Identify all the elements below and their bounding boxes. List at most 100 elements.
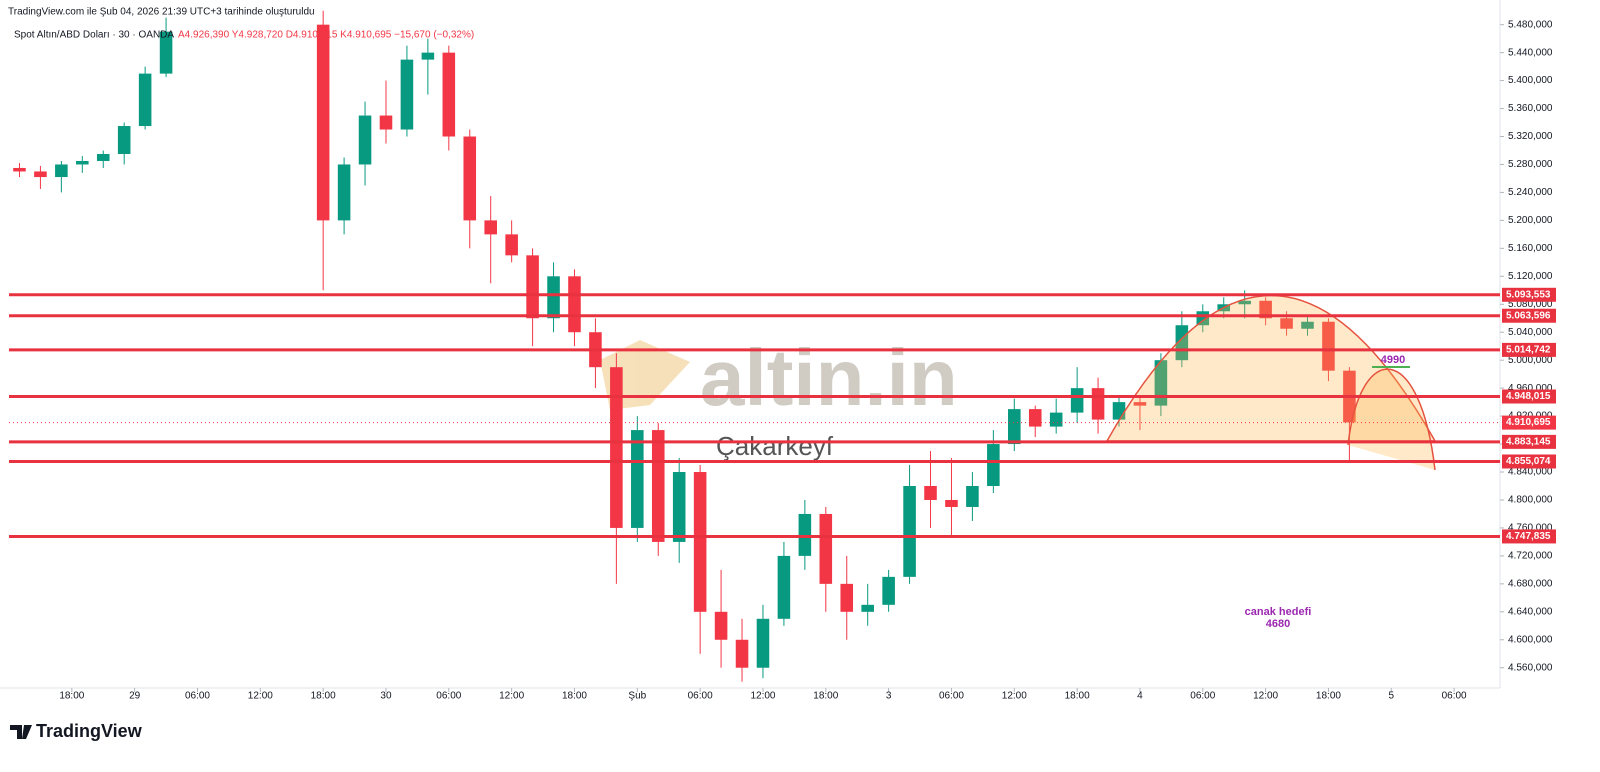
y-tick-label: 5.200,000 [1508,215,1553,226]
candle-body [1028,409,1042,427]
candle-body [861,604,874,612]
symbol: Spot Altın/ABD Doları · 30 · OANDA [14,30,174,41]
x-tick-label: 12:00 [1253,691,1278,702]
x-tick-label: 06:00 [436,691,461,702]
level-label: 5.093,553 [1506,289,1551,300]
watermark-text: altin.in [700,333,958,422]
x-tick-label: 12:00 [1002,691,1027,702]
last-price-label: 4.910,695 [1506,417,1551,428]
level-label-box [1502,342,1556,357]
x-tick-label: 5 [1389,691,1395,702]
candle-body [96,153,110,161]
y-tick-label: 4.800,000 [1508,495,1553,506]
candle-body [568,276,581,333]
candle-body [987,444,1000,486]
y-tick-label: 4.680,000 [1508,578,1553,589]
brand: TradingView [36,721,143,741]
candle-body [76,160,89,165]
x-tick-label: 18:00 [1316,691,1341,702]
arc-label: 4990 [1381,354,1405,366]
y-tick-label: 5.480,000 [1508,19,1553,30]
candle-body [735,639,749,668]
level-label: 5.063,596 [1506,310,1551,321]
level-label-box [1502,308,1556,323]
candle-body [1133,402,1147,406]
x-tick-label: 12:00 [499,691,524,702]
candle-body [379,115,393,130]
candle-body [442,52,456,137]
y-tick-label: 4.560,000 [1508,662,1553,673]
y-tick-label: 5.320,000 [1508,131,1553,142]
x-tick-label: 18:00 [562,691,587,702]
level-label: 4.948,015 [1506,391,1551,402]
candle-body [882,576,895,605]
level-label-box [1502,434,1556,449]
candle-body [13,167,26,172]
y-tick-label: 5.040,000 [1508,327,1553,338]
candle-body [358,115,372,165]
level-label-box [1502,389,1556,404]
candle-body [1259,300,1272,319]
candle-body [1070,388,1084,413]
last-price-box [1502,415,1556,430]
y-tick-label: 5.120,000 [1508,271,1553,282]
level-label: 4.883,145 [1506,437,1551,448]
y-tick-label: 4.600,000 [1508,634,1553,645]
x-tick-label: 29 [129,691,141,702]
y-tick-label: 4.720,000 [1508,551,1553,562]
candle-body [798,513,812,556]
target-label: canak hedefi [1245,606,1312,618]
candle-body [1280,318,1293,329]
level-label-box [1502,287,1556,302]
candle-body [631,430,644,528]
x-tick-label: 06:00 [688,691,713,702]
plot [13,10,1356,682]
candle-body [1238,300,1251,305]
candle-body [1154,360,1168,406]
candle-body [840,583,854,612]
y-tick-label: 5.160,000 [1508,243,1553,254]
x-tick-label: 18:00 [311,691,336,702]
brand-logo [10,725,32,739]
created-note: TradingView.com ile Şub 04, 2026 21:39 U… [8,7,315,18]
candle-body [400,59,414,130]
level-label: 5.014,742 [1506,345,1551,356]
candle-body [159,31,173,74]
candle-body [117,126,131,154]
author-box [712,432,862,462]
candle-body [505,234,518,256]
candle-body [945,499,958,507]
y-tick-label: 5.080,000 [1508,299,1553,310]
candle-body [903,485,916,577]
x-tick-label: 4 [1137,691,1143,702]
candle-body [1322,321,1335,371]
candle-body [966,485,979,507]
y-tick-label: 5.400,000 [1508,75,1553,86]
candle-body [610,367,623,528]
candle-body [1175,325,1189,361]
candle-body [526,255,539,319]
candle-body [337,164,351,221]
y-tick-label: 5.360,000 [1508,103,1553,114]
y-tick-label: 5.000,000 [1508,355,1553,366]
candle-body [316,24,330,221]
y-tick-label: 4.640,000 [1508,606,1553,617]
candle-body [421,52,435,60]
candle-body [651,430,665,542]
y-tick-label: 5.240,000 [1508,187,1553,198]
level-label-box [1502,529,1556,544]
y-tick-label: 4.760,000 [1508,523,1553,534]
level-label: 4.855,074 [1506,456,1551,467]
x-tick-label: 18:00 [1065,691,1090,702]
y-tick-label: 4.960,000 [1508,383,1553,394]
x-tick-label: 06:00 [1190,691,1215,702]
x-tick-label: 3 [886,691,892,702]
author: Çakarkeyf [716,431,834,461]
candle-body [672,472,686,542]
candle-body [924,485,937,500]
candle-body [714,611,728,640]
candle-body [484,220,497,235]
